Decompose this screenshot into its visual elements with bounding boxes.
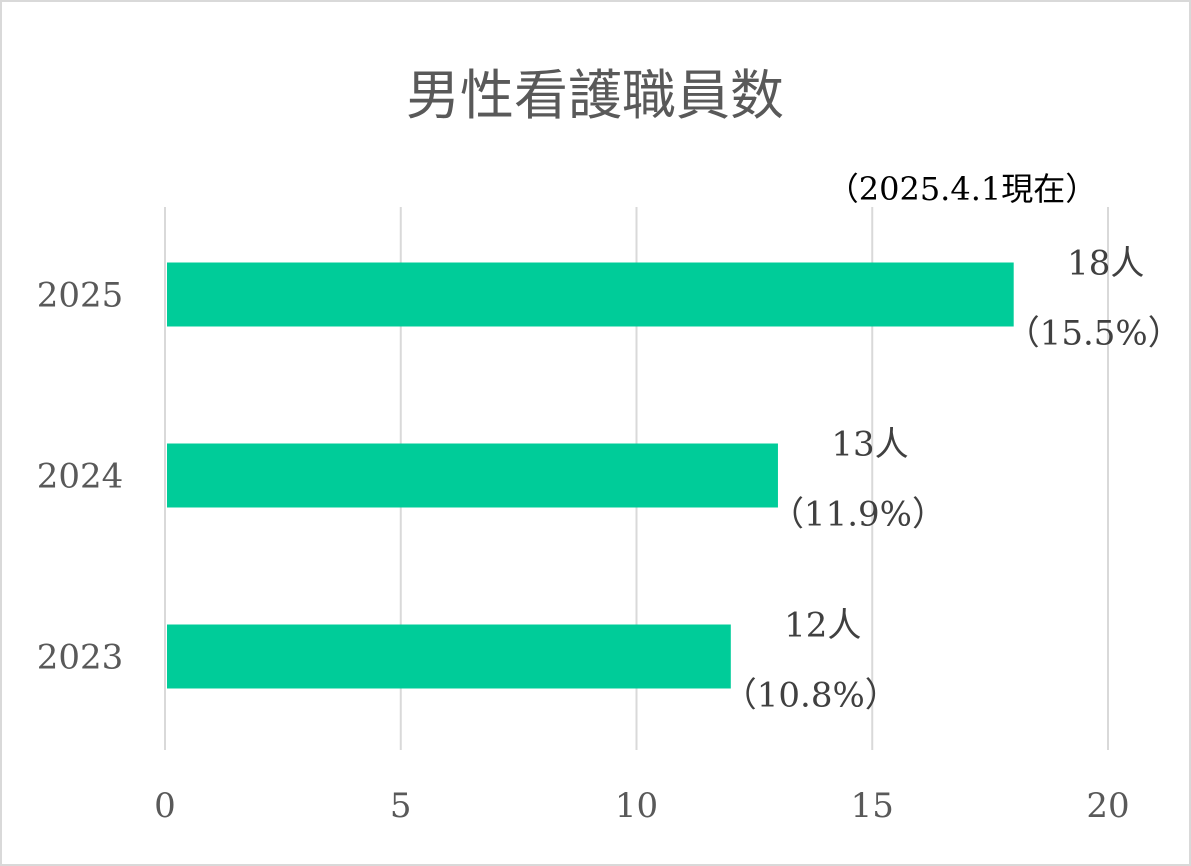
chart-title: 男性看護職員数 <box>406 64 784 127</box>
bar-2023 <box>167 624 731 689</box>
y-tick-label: 2024 <box>37 457 124 497</box>
bars <box>167 262 1014 689</box>
data-label-percent: （11.9%） <box>770 495 946 535</box>
x-tick-label: 10 <box>615 786 658 826</box>
data-label-count: 18人 <box>1067 244 1144 284</box>
data-label-count: 13人 <box>831 425 908 465</box>
data-labels: 18人 （15.5%） 13人 （11.9%） 12人 （10.8%） <box>723 244 1182 716</box>
y-tick-label: 2025 <box>37 276 124 316</box>
x-tick-label: 5 <box>390 786 412 826</box>
x-tick-label: 15 <box>851 786 894 826</box>
bar-2025 <box>167 262 1014 327</box>
y-axis-ticks: 2025 2024 2023 <box>37 276 124 678</box>
data-label-count: 12人 <box>784 606 861 646</box>
y-tick-label: 2023 <box>37 638 124 678</box>
chart-note: （2025.4.1現在） <box>827 170 1098 208</box>
data-label-percent: （15.5%） <box>1006 314 1182 354</box>
bar-2024 <box>167 443 778 508</box>
x-tick-label: 0 <box>154 786 176 826</box>
data-label-percent: （10.8%） <box>723 676 899 716</box>
x-axis-ticks: 0 5 10 15 20 <box>154 786 1129 826</box>
x-tick-label: 20 <box>1086 786 1129 826</box>
